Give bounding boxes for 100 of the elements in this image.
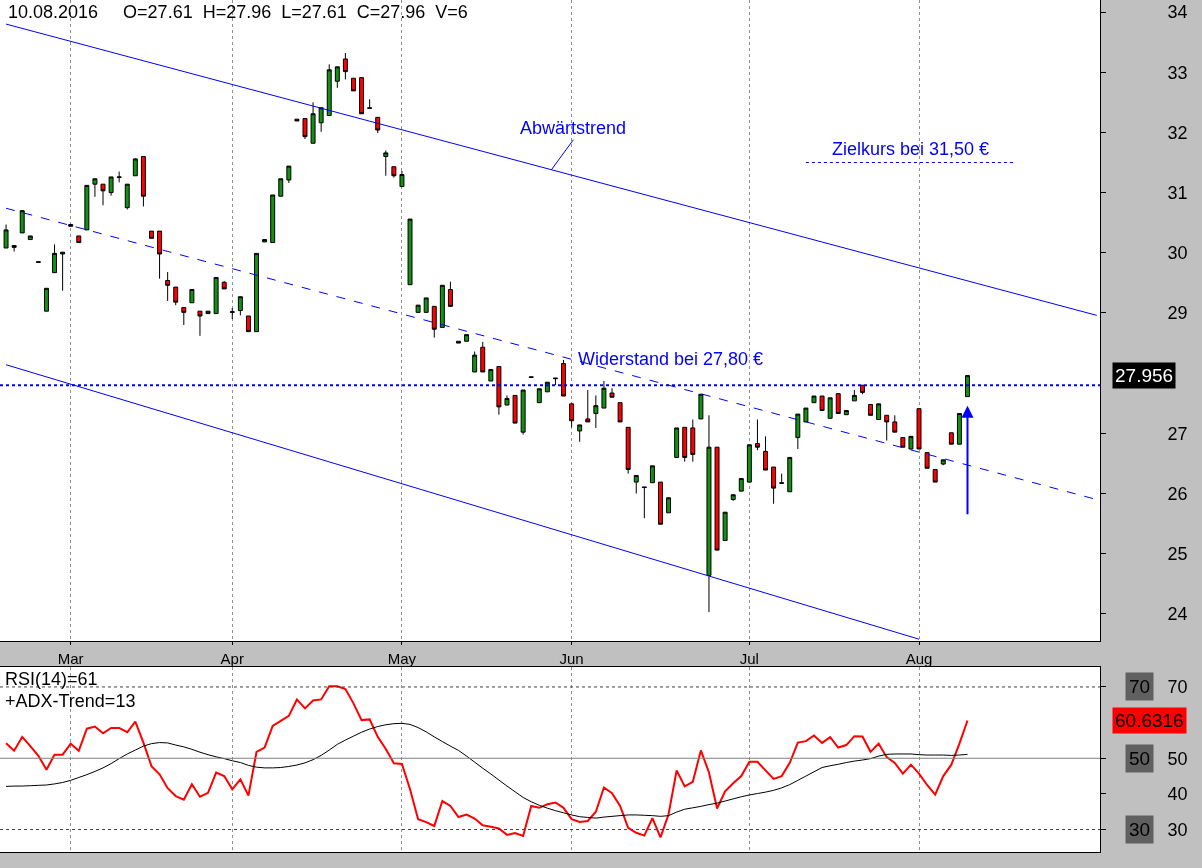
candlestick xyxy=(609,387,615,398)
candlestick xyxy=(948,432,954,445)
candlestick xyxy=(310,101,316,144)
line-series xyxy=(5,722,968,819)
series-label: Abwärtstrend xyxy=(520,118,627,138)
candlestick xyxy=(714,446,720,551)
candlestick xyxy=(11,245,17,253)
candlestick xyxy=(60,251,66,292)
x-tick-label: Jul xyxy=(739,650,759,667)
chart-title: 10.08.2016 O=27.61 H=27.96 L=27.61 C=27.96 V=6 xyxy=(8,2,468,22)
candlestick xyxy=(302,118,308,140)
candlestick xyxy=(859,384,865,395)
ref-line-label: 30 xyxy=(1129,819,1151,840)
candlestick xyxy=(165,271,171,302)
candlestick xyxy=(43,287,49,312)
candlestick xyxy=(763,435,768,471)
candlestick xyxy=(536,388,542,404)
candlestick xyxy=(552,377,558,386)
candlestick xyxy=(181,307,187,326)
y-tick-label: 30 xyxy=(1167,243,1188,264)
candlestick xyxy=(431,305,437,339)
candlestick xyxy=(286,165,292,184)
ref-line-label: 50 xyxy=(1129,748,1151,769)
candlestick xyxy=(916,408,922,450)
candlestick xyxy=(698,393,704,420)
candlestick xyxy=(270,194,276,244)
candlestick xyxy=(359,77,365,115)
candlestick xyxy=(318,107,324,133)
candlestick xyxy=(787,456,793,493)
y-tick-label: 24 xyxy=(1167,604,1188,625)
candlestick xyxy=(868,403,874,416)
y-tick-label: 27 xyxy=(1167,423,1188,444)
candlestick xyxy=(439,284,445,328)
candlestick xyxy=(415,304,421,313)
candlestick xyxy=(577,424,583,443)
candlestick xyxy=(900,437,906,448)
candlestick xyxy=(819,395,825,411)
candlestick xyxy=(173,286,179,306)
candlestick xyxy=(811,395,817,404)
candlestick xyxy=(496,366,502,416)
candlestick xyxy=(795,413,801,450)
candlestick xyxy=(399,170,405,188)
candlestick xyxy=(157,230,163,280)
candlestick xyxy=(68,224,74,227)
y-tick-label: 29 xyxy=(1167,303,1188,324)
y-tick-label: 70 xyxy=(1167,677,1188,698)
candlestick xyxy=(876,403,882,421)
candlestick xyxy=(649,465,655,484)
text: 60.6316 xyxy=(1115,710,1184,731)
candlestick xyxy=(278,178,284,197)
y-tick-label: 31 xyxy=(1167,182,1188,203)
candlestick xyxy=(229,307,235,320)
candlestick xyxy=(472,351,478,373)
candlestick xyxy=(84,184,90,231)
candlestick xyxy=(803,407,809,423)
candlestick xyxy=(690,419,696,463)
candlestick xyxy=(746,444,752,483)
candlestick xyxy=(625,426,631,475)
candlestick xyxy=(447,281,453,307)
candlestick xyxy=(245,315,251,333)
candlestick xyxy=(601,380,607,409)
y-tick-label: 34 xyxy=(1167,2,1188,23)
x-tick-label: Apr xyxy=(220,650,244,667)
x-tick-label: Mar xyxy=(57,650,84,667)
y-tick-label: 30 xyxy=(1167,819,1188,840)
candlestick xyxy=(92,178,98,198)
ref-line-label: Widerstand bei 27,80 € xyxy=(578,349,764,369)
candlestick xyxy=(779,473,785,484)
candlestick xyxy=(254,252,259,333)
candlestick xyxy=(658,481,663,525)
y-tick-label: 32 xyxy=(1167,122,1188,143)
candlestick xyxy=(140,155,146,207)
candlestick xyxy=(633,474,639,495)
candlestick xyxy=(641,486,647,519)
candlestick xyxy=(504,394,510,406)
candlestick xyxy=(149,230,154,239)
candlestick xyxy=(722,511,728,541)
x-tick-label: May xyxy=(387,650,417,667)
candlestick xyxy=(100,183,106,206)
candlestick xyxy=(197,310,203,337)
x-tick-label: Aug xyxy=(905,650,933,667)
candlestick xyxy=(956,412,962,445)
candlestick xyxy=(326,63,332,117)
candlestick xyxy=(294,118,300,122)
candlestick xyxy=(124,183,130,210)
candlestick xyxy=(19,209,25,234)
y-tick-label: 50 xyxy=(1167,748,1188,769)
candlestick xyxy=(520,389,526,436)
candlestick xyxy=(480,341,486,373)
candlestick xyxy=(383,149,389,177)
candlestick xyxy=(892,414,898,433)
annotation: +ADX-Trend=13 xyxy=(5,691,136,711)
candlestick xyxy=(52,243,58,274)
candlestick xyxy=(213,276,219,315)
candlestick xyxy=(108,176,114,197)
candlestick xyxy=(334,66,340,89)
candlestick xyxy=(827,397,833,419)
candlestick xyxy=(375,116,381,134)
candlestick xyxy=(730,494,736,502)
candlestick xyxy=(350,77,356,92)
